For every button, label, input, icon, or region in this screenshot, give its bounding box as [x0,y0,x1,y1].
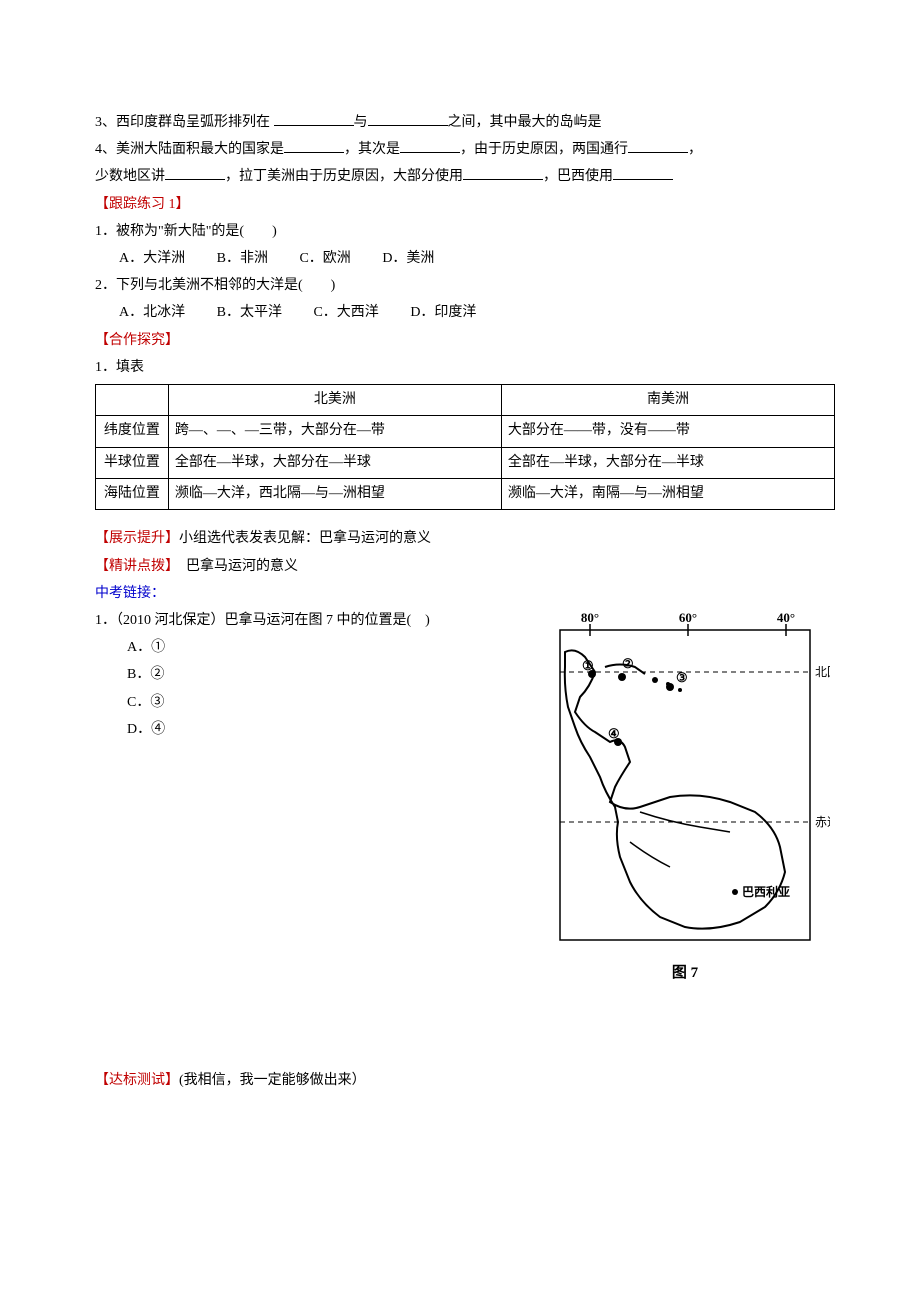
point3-label: ③ [676,670,688,685]
point4-label: ④ [608,726,620,741]
track1-q2-b[interactable]: B．太平洋 [217,305,282,320]
q3-suffix: 之间，其中最大的岛屿是 [448,115,602,130]
r3-label: 海陆位置 [96,479,169,510]
track1-q2-d[interactable]: D．印度洋 [410,305,476,320]
q4-1b: ，其次是 [344,142,400,157]
r2-c2[interactable]: 全部在—半球，大部分在—半球 [501,447,834,478]
track1-q1-c[interactable]: C．欧洲 [299,251,350,266]
fill-q4-line1: 4、美洲大陆面积最大的国家是 ，其次是 ，由于历史原因，两国通行 ， [95,137,835,162]
r3-c1[interactable]: 濒临—大洋，西北隔—与—洲相望 [168,479,501,510]
display-text: 小组选代表发表见解：巴拿马运河的意义 [179,531,431,546]
q4-blank6[interactable] [613,166,673,180]
comparison-table: 北美洲 南美洲 纬度位置 跨—、—、—三带，大部分在—带 大部分在——带，没有—… [95,384,835,511]
tropic-label: 北回归线 [815,665,830,679]
final-text: (我相信，我一定能够做出来） [179,1073,366,1088]
r2-c1[interactable]: 全部在—半球，大部分在—半球 [168,447,501,478]
track1-q2-stem: 2．下列与北美洲不相邻的大洋是( ) [95,273,835,298]
display-line: 【展示提升】小组选代表发表见解：巴拿马运河的意义 [95,526,835,551]
lon60-label: 60° [679,612,697,625]
track1-q2-choices: A．北冰洋 B．太平洋 C．大西洋 D．印度洋 [95,300,835,325]
r1-c1[interactable]: 跨—、—、—三带，大部分在—带 [168,416,501,447]
q4-1a: 4、美洲大陆面积最大的国家是 [95,142,284,157]
q3-mid: 与 [354,115,368,130]
display-heading: 【展示提升】 [95,531,179,546]
track1-q2-a[interactable]: A．北冰洋 [119,305,185,320]
final-line: 【达标测试】(我相信，我一定能够做出来） [95,1068,835,1093]
q4-blank2[interactable] [400,139,460,153]
track1-q1-d[interactable]: D．美洲 [382,251,434,266]
coop-heading: 【合作探究】 [95,328,835,353]
coop-intro: 1．填表 [95,355,835,380]
q4-1d: ， [688,142,702,157]
q4-1c: ，由于历史原因，两国通行 [460,142,628,157]
r1-c2[interactable]: 大部分在——带，没有——带 [501,416,834,447]
track1-q2-c[interactable]: C．大西洋 [313,305,378,320]
track1-q1-b[interactable]: B．非洲 [217,251,268,266]
q4-2a: 少数地区讲 [95,169,165,184]
track1-heading: 【跟踪练习 1】 [95,192,835,217]
fill-q3: 3、西印度群岛呈弧形排列在 与 之间，其中最大的岛屿是 [95,110,835,135]
point2-label: ② [622,656,634,671]
th-blank [96,384,169,415]
r1-label: 纬度位置 [96,416,169,447]
lon80-label: 80° [581,612,599,625]
map-svg: 80° 60° 40° 北回归线 赤道 ① ② ③ [540,612,830,952]
final-heading: 【达标测试】 [95,1073,179,1088]
map-figure: 80° 60° 40° 北回归线 赤道 ① ② ③ [535,612,835,987]
equator-label: 赤道 [815,815,830,829]
th-south: 南美洲 [501,384,834,415]
track1-q1-stem: 1．被称为"新大陆"的是( ) [95,219,835,244]
exam-q1-block: 1．（2010 河北保定）巴拿马运河在图 7 中的位置是( ) A．① B．② … [95,608,835,988]
th-north: 北美洲 [168,384,501,415]
track1-q1-choices: A．大洋洲 B．非洲 C．欧洲 D．美洲 [95,246,835,271]
q4-blank4[interactable] [165,166,225,180]
map-caption: 图 7 [535,960,835,987]
lon40-label: 40° [777,612,795,625]
point1-label: ① [582,658,594,673]
exam-heading: 中考链接： [95,581,835,606]
q4-2c: ，巴西使用 [543,169,613,184]
lecture-heading: 【精讲点拨】 [95,559,172,574]
brasilia-label: 巴西利亚 [742,884,790,899]
q4-blank3[interactable] [628,139,688,153]
lecture-line: 【精讲点拨】 巴拿马运河的意义 [95,554,835,579]
q4-blank1[interactable] [284,139,344,153]
track1-q1-a[interactable]: A．大洋洲 [119,251,185,266]
q3-blank2[interactable] [368,112,448,126]
r3-c2[interactable]: 濒临—大洋，南隔—与—洲相望 [501,479,834,510]
r2-label: 半球位置 [96,447,169,478]
q4-2b: ，拉丁美洲由于历史原因，大部分使用 [225,169,463,184]
q4-blank5[interactable] [463,166,543,180]
q3-prefix: 3、西印度群岛呈弧形排列在 [95,115,274,130]
lecture-text: 巴拿马运河的意义 [172,559,298,574]
fill-q4-line2: 少数地区讲 ，拉丁美洲由于历史原因，大部分使用 ，巴西使用 [95,164,835,189]
q3-blank1[interactable] [274,112,354,126]
